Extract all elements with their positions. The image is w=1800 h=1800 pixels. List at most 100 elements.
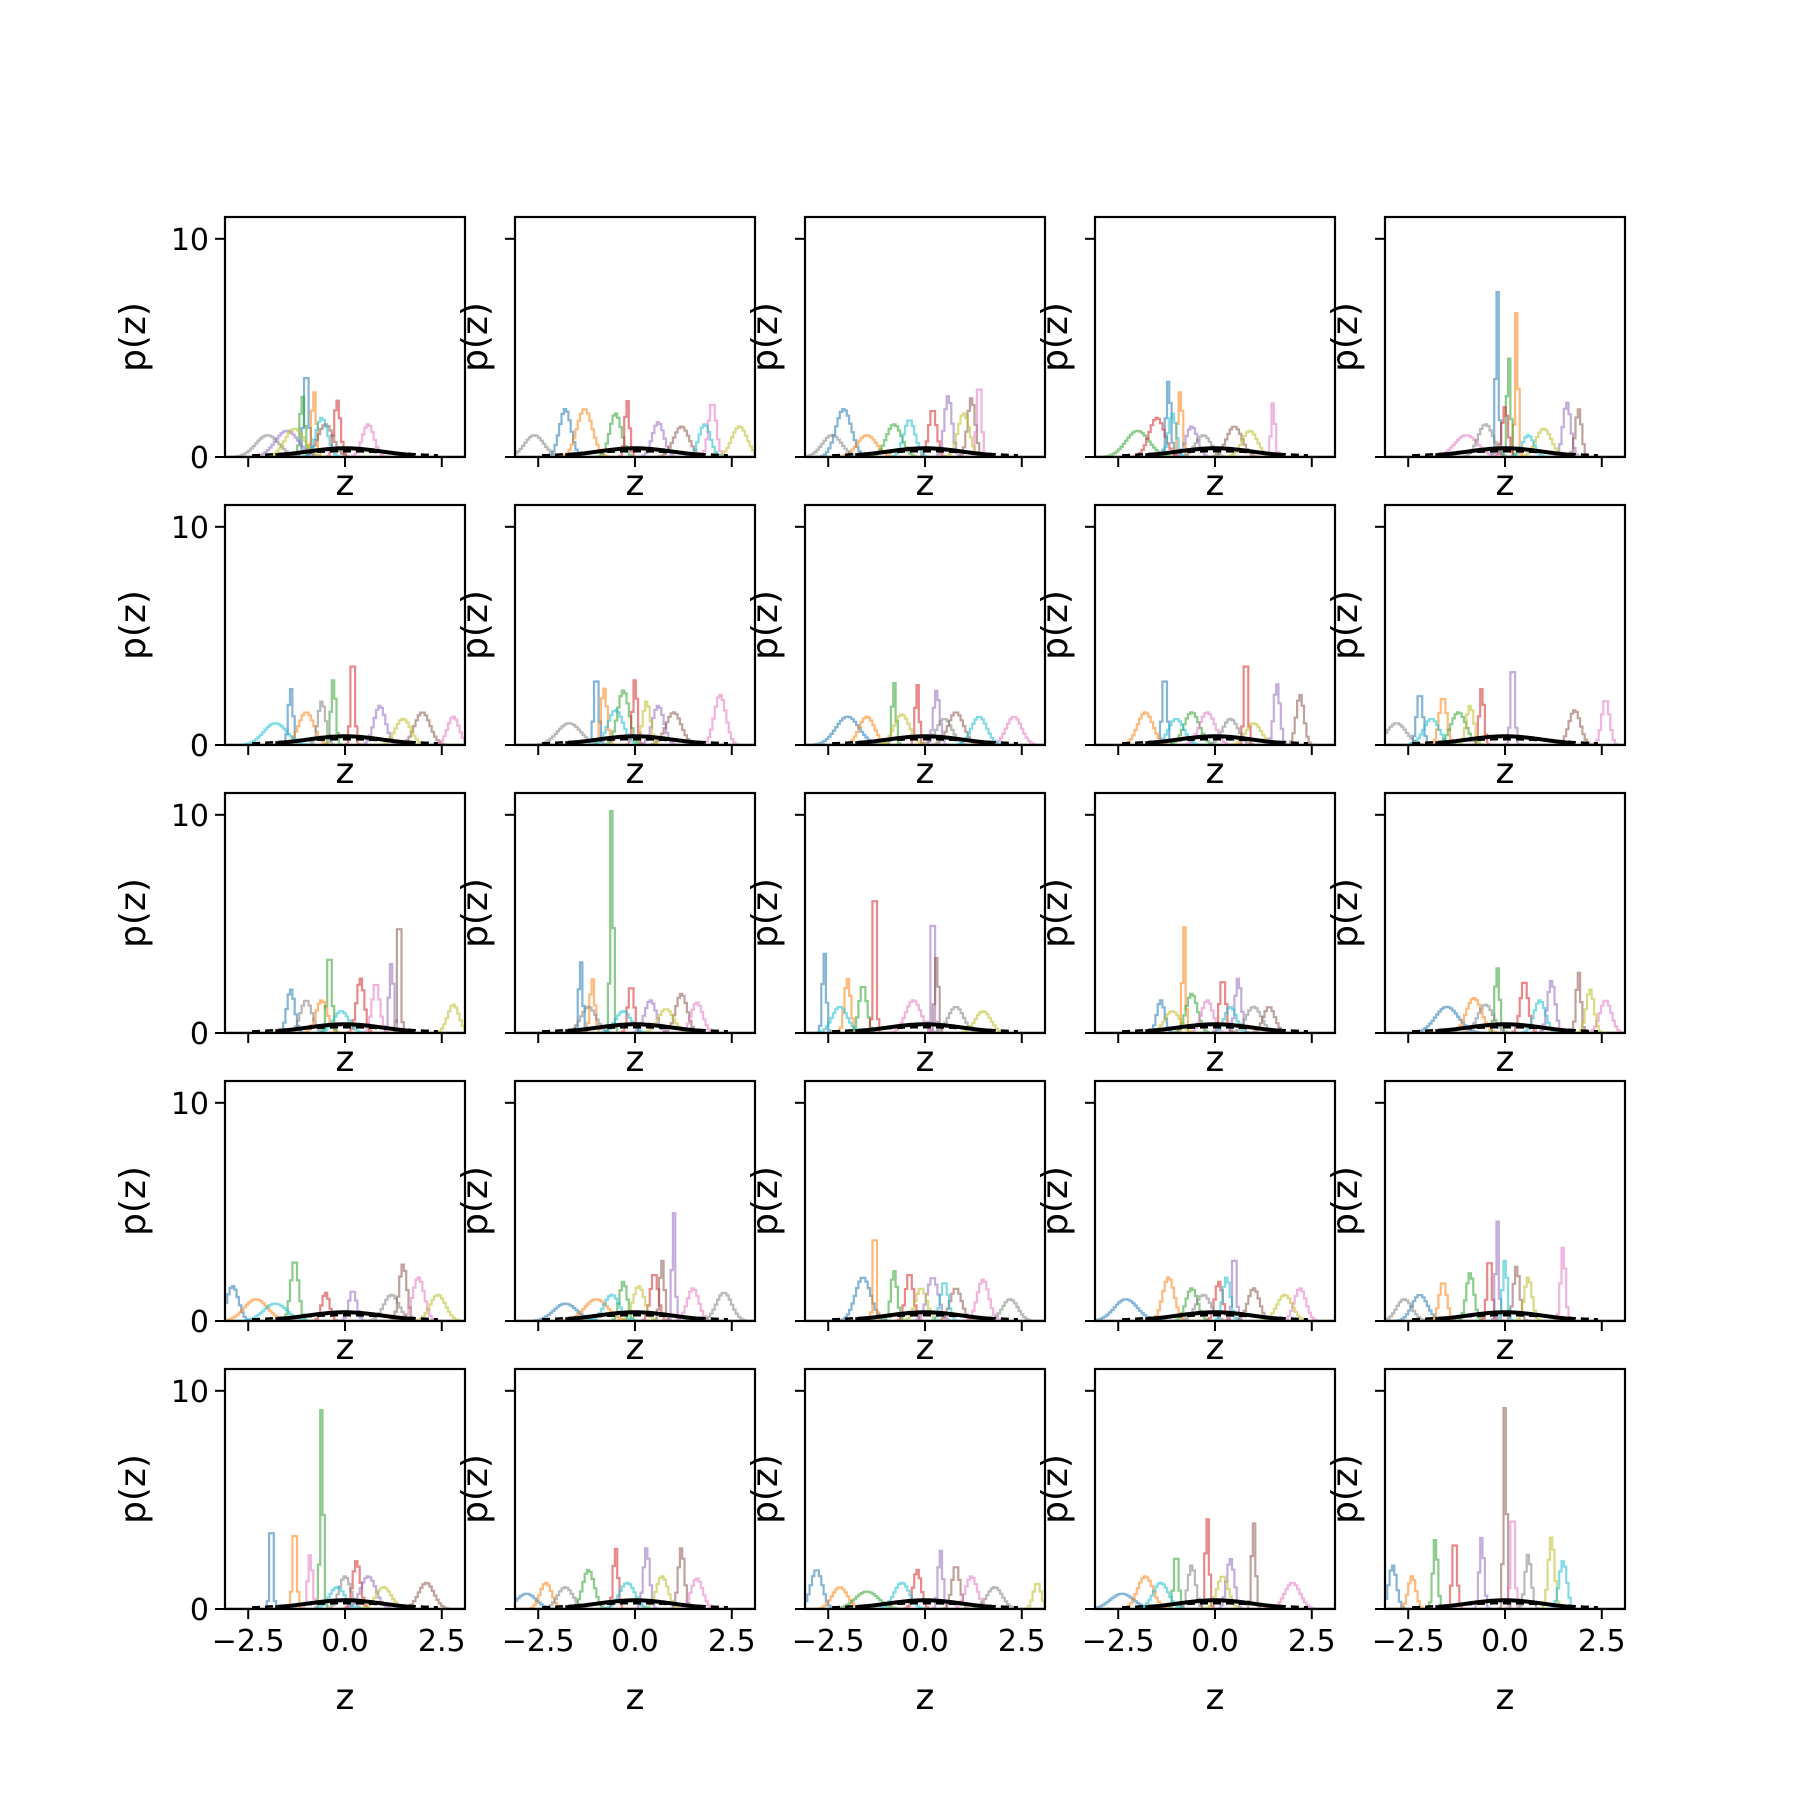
y-axis-label: p(z) — [1325, 1166, 1366, 1236]
density-series-9 — [515, 425, 755, 457]
density-series-9 — [225, 1003, 465, 1033]
x-tick-label: 0.0 — [1481, 1624, 1529, 1659]
density-curves — [515, 1547, 755, 1609]
x-tick-label: 2.5 — [998, 1624, 1046, 1659]
y-axis-label: p(z) — [113, 1166, 154, 1236]
density-series-3 — [1385, 357, 1625, 457]
reference-curve-solid — [1435, 1022, 1575, 1033]
x-axis-label: z — [916, 463, 935, 504]
density-series-2 — [1095, 1575, 1335, 1609]
subplot-r2-c0: 0 10 z p(z) — [113, 791, 467, 1080]
density-series-1 — [225, 377, 465, 457]
density-series-7 — [1095, 1582, 1335, 1609]
subplot-r3-c1: z p(z) — [455, 1079, 757, 1368]
density-series-10 — [1095, 1005, 1335, 1033]
density-curves — [1385, 671, 1625, 745]
axes-frame — [1383, 791, 1627, 1035]
density-series-8 — [1095, 717, 1335, 745]
density-series-9 — [1385, 427, 1625, 457]
x-axis-label: z — [1206, 1039, 1225, 1080]
y-axis-label: p(z) — [745, 302, 786, 372]
density-series-4 — [805, 684, 1045, 745]
y-axis-label: p(z) — [113, 1454, 154, 1524]
density-series-10 — [1385, 1259, 1625, 1321]
x-axis-label: z — [336, 1039, 355, 1080]
density-curves — [515, 809, 755, 1033]
x-axis-label: z — [1206, 751, 1225, 792]
density-series-5 — [1095, 1558, 1335, 1609]
subplot-r1-c2: z p(z) — [745, 503, 1047, 792]
axes-frame — [1093, 1079, 1337, 1323]
density-series-6 — [1385, 1407, 1625, 1609]
reference-curve-solid — [1435, 446, 1575, 457]
density-series-9 — [515, 700, 755, 745]
subplot-r1-c1: z p(z) — [455, 503, 757, 792]
density-series-9 — [1385, 1276, 1625, 1321]
density-series-10 — [1385, 718, 1625, 745]
density-series-10 — [515, 709, 755, 745]
y-axis-label: p(z) — [1035, 1166, 1076, 1236]
x-tick-label: −2.5 — [502, 1624, 575, 1659]
density-series-2 — [805, 977, 1045, 1033]
density-curves — [805, 900, 1045, 1033]
y-axis-label: p(z) — [1325, 1454, 1366, 1524]
reference-curve-solid — [565, 734, 705, 745]
density-series-7 — [1385, 999, 1625, 1033]
axes-frame — [223, 1079, 467, 1323]
density-series-3 — [225, 1409, 465, 1609]
density-series-8 — [515, 1291, 755, 1321]
x-axis-label: z — [916, 1039, 935, 1080]
reference-curve-solid — [1145, 734, 1285, 745]
x-tick-label: 2.5 — [418, 1624, 466, 1659]
y-tick-label: 10 — [171, 223, 209, 258]
x-tick-label: −2.5 — [1372, 1624, 1445, 1659]
density-series-5 — [1385, 671, 1625, 745]
density-series-4 — [515, 679, 755, 745]
subplot-r3-c2: z p(z) — [745, 1079, 1047, 1368]
density-series-5 — [225, 1290, 465, 1321]
y-tick-label: 10 — [171, 1087, 209, 1122]
axes-frame — [223, 791, 467, 1035]
density-series-3 — [1095, 992, 1335, 1033]
density-series-8 — [1095, 1293, 1335, 1321]
density-series-5 — [805, 1277, 1045, 1321]
density-series-9 — [1385, 1536, 1625, 1609]
x-axis-label: z — [626, 463, 645, 504]
density-series-4 — [225, 1291, 465, 1321]
y-axis-label: p(z) — [745, 590, 786, 660]
x-tick-label: 0.0 — [611, 1624, 659, 1659]
density-series-4 — [1095, 1280, 1335, 1321]
density-series-9 — [805, 1287, 1045, 1321]
axes-frame — [1383, 503, 1627, 747]
density-series-10 — [225, 416, 465, 457]
axes-frame — [1093, 215, 1337, 459]
y-axis-label: p(z) — [113, 878, 154, 948]
density-curves — [805, 388, 1045, 457]
x-tick-label: −2.5 — [1082, 1624, 1155, 1659]
reference-curve-solid — [275, 1022, 415, 1033]
subplot-r4-c4: −2.5 0.0 2.5 z p(z) — [1325, 1367, 1627, 1718]
subplot-r0-c1: z p(z) — [455, 215, 757, 504]
density-series-5 — [1095, 425, 1335, 457]
x-axis-label: z — [916, 1327, 935, 1368]
y-axis-label: p(z) — [1035, 878, 1076, 948]
reference-curve-solid — [1145, 1598, 1285, 1609]
reference-curve-solid — [855, 1022, 995, 1033]
y-tick-label: 0 — [190, 1593, 209, 1628]
density-series-4 — [515, 1274, 755, 1321]
density-series-4 — [1385, 981, 1625, 1033]
density-curves — [225, 1261, 465, 1321]
density-curves — [1095, 665, 1335, 745]
density-series-6 — [225, 711, 465, 745]
density-series-7 — [1385, 700, 1625, 745]
density-series-8 — [1385, 722, 1625, 745]
density-series-7 — [225, 715, 465, 745]
density-series-8 — [1095, 1005, 1335, 1033]
y-tick-label: 0 — [190, 1305, 209, 1340]
reference-curve-solid — [1145, 1310, 1285, 1321]
density-series-8 — [805, 1006, 1045, 1033]
density-series-10 — [805, 1006, 1045, 1033]
density-series-5 — [805, 924, 1045, 1033]
density-series-4 — [1095, 665, 1335, 745]
reference-curve-solid — [565, 1598, 705, 1609]
